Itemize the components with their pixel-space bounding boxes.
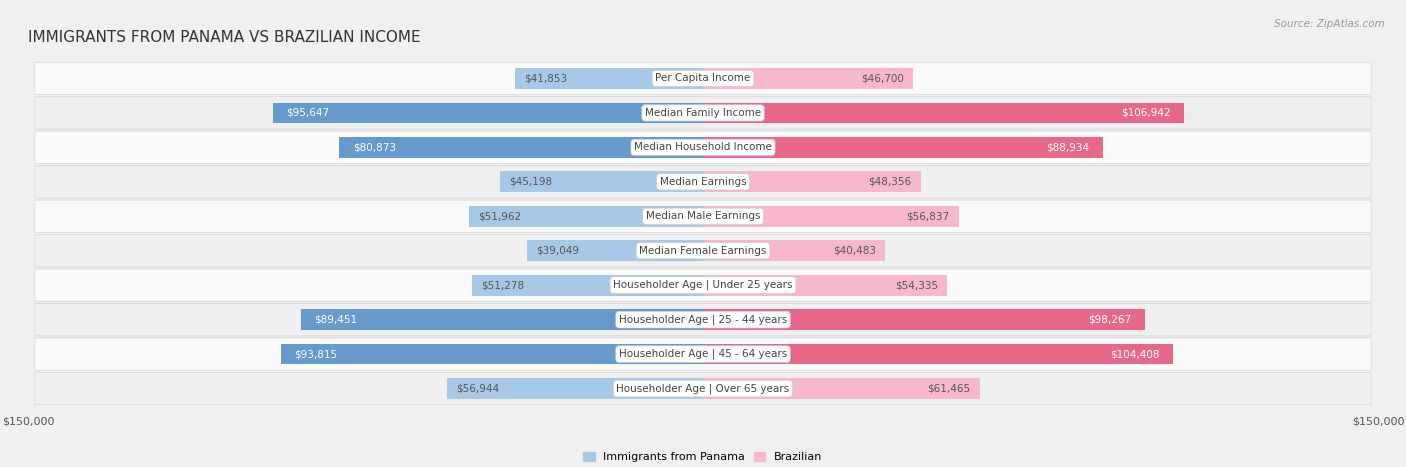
Bar — [447, 378, 703, 399]
FancyBboxPatch shape — [35, 304, 1371, 336]
FancyBboxPatch shape — [35, 62, 1371, 95]
Text: $48,356: $48,356 — [869, 177, 911, 187]
Text: Householder Age | Over 65 years: Householder Age | Over 65 years — [616, 383, 790, 394]
Text: Householder Age | 45 - 64 years: Householder Age | 45 - 64 years — [619, 349, 787, 359]
Text: $41,853: $41,853 — [523, 73, 567, 84]
FancyBboxPatch shape — [35, 165, 1371, 198]
Text: $80,873: $80,873 — [353, 142, 395, 152]
Text: $51,278: $51,278 — [481, 280, 524, 290]
Text: $95,647: $95,647 — [287, 108, 329, 118]
Text: Median Female Earnings: Median Female Earnings — [640, 246, 766, 256]
Bar — [703, 275, 948, 296]
Text: Householder Age | Under 25 years: Householder Age | Under 25 years — [613, 280, 793, 290]
FancyBboxPatch shape — [35, 372, 1371, 405]
Text: $61,465: $61,465 — [928, 383, 970, 394]
Bar — [703, 137, 1104, 158]
Text: Median Household Income: Median Household Income — [634, 142, 772, 152]
FancyBboxPatch shape — [35, 303, 1371, 336]
Text: Per Capita Income: Per Capita Income — [655, 73, 751, 84]
Text: Source: ZipAtlas.com: Source: ZipAtlas.com — [1274, 19, 1385, 28]
Text: $93,815: $93,815 — [294, 349, 337, 359]
Text: IMMIGRANTS FROM PANAMA VS BRAZILIAN INCOME: IMMIGRANTS FROM PANAMA VS BRAZILIAN INCO… — [28, 30, 420, 45]
Bar — [273, 103, 703, 123]
FancyBboxPatch shape — [35, 269, 1371, 302]
FancyBboxPatch shape — [35, 97, 1371, 129]
Text: Householder Age | 25 - 44 years: Householder Age | 25 - 44 years — [619, 314, 787, 325]
Bar — [281, 344, 703, 364]
FancyBboxPatch shape — [35, 338, 1371, 370]
Text: $46,700: $46,700 — [862, 73, 904, 84]
FancyBboxPatch shape — [35, 200, 1371, 233]
Bar — [703, 241, 886, 261]
FancyBboxPatch shape — [35, 96, 1371, 129]
Text: Median Family Income: Median Family Income — [645, 108, 761, 118]
Legend: Immigrants from Panama, Brazilian: Immigrants from Panama, Brazilian — [583, 452, 823, 462]
Bar — [499, 171, 703, 192]
FancyBboxPatch shape — [35, 131, 1371, 164]
Text: $88,934: $88,934 — [1046, 142, 1090, 152]
Text: $104,408: $104,408 — [1109, 349, 1160, 359]
Bar — [703, 344, 1173, 364]
FancyBboxPatch shape — [35, 234, 1371, 267]
FancyBboxPatch shape — [35, 62, 1371, 94]
FancyBboxPatch shape — [35, 373, 1371, 405]
Bar — [515, 68, 703, 89]
Bar — [703, 103, 1184, 123]
Bar — [527, 241, 703, 261]
Bar — [339, 137, 703, 158]
FancyBboxPatch shape — [35, 338, 1371, 371]
Text: $45,198: $45,198 — [509, 177, 551, 187]
Text: Median Earnings: Median Earnings — [659, 177, 747, 187]
Bar — [703, 68, 912, 89]
FancyBboxPatch shape — [35, 200, 1371, 233]
Bar — [703, 171, 921, 192]
Bar — [472, 275, 703, 296]
FancyBboxPatch shape — [35, 269, 1371, 301]
Text: $56,944: $56,944 — [456, 383, 499, 394]
Text: $56,837: $56,837 — [907, 211, 949, 221]
Text: Median Male Earnings: Median Male Earnings — [645, 211, 761, 221]
FancyBboxPatch shape — [35, 234, 1371, 267]
FancyBboxPatch shape — [35, 166, 1371, 198]
Text: $98,267: $98,267 — [1088, 315, 1132, 325]
Bar — [703, 309, 1144, 330]
Text: $39,049: $39,049 — [536, 246, 579, 256]
Text: $51,962: $51,962 — [478, 211, 522, 221]
Text: $40,483: $40,483 — [834, 246, 876, 256]
Bar — [703, 206, 959, 226]
Bar — [703, 378, 980, 399]
Text: $54,335: $54,335 — [896, 280, 938, 290]
Text: $106,942: $106,942 — [1121, 108, 1171, 118]
Bar — [301, 309, 703, 330]
Text: $89,451: $89,451 — [314, 315, 357, 325]
FancyBboxPatch shape — [35, 131, 1371, 163]
Bar — [470, 206, 703, 226]
